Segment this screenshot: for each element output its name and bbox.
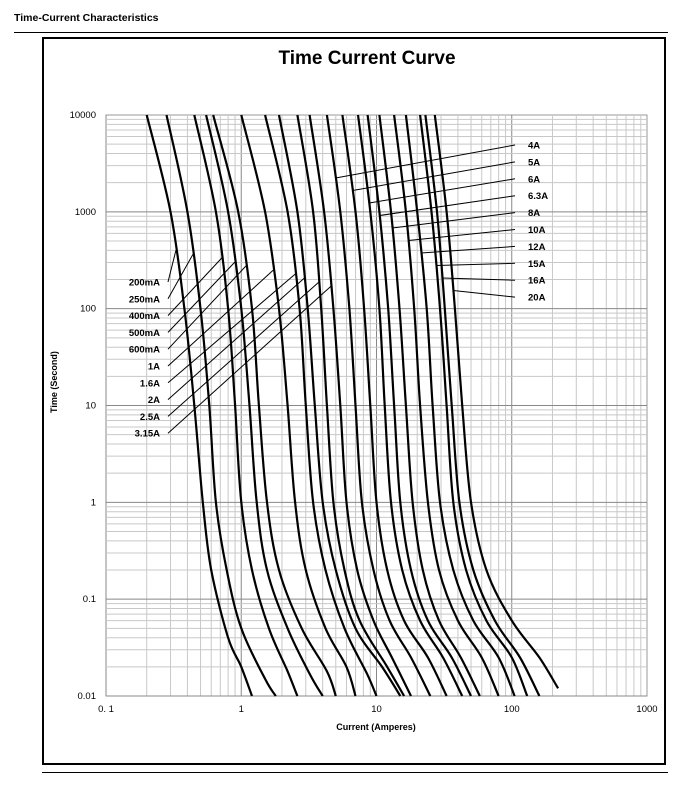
curve-2a xyxy=(277,114,402,697)
leader-line xyxy=(352,161,516,191)
leader-line xyxy=(167,253,194,300)
leader-line xyxy=(379,195,516,216)
leader-line xyxy=(335,144,516,179)
top-rule xyxy=(14,32,668,33)
leader-line xyxy=(167,277,305,400)
leader-line xyxy=(436,262,516,266)
series-label: 2.5A xyxy=(140,412,160,423)
x-tick-label: 1000 xyxy=(636,704,657,715)
tick-labels: 0. 1 1 10 100 1000 0.01 0.1 1 10 100 1000 10000 xyxy=(70,110,658,715)
series-labels: 200mA 250mA 400mA 500mA 600mA 1A 1.6A 2A 2.5A 3.1… xyxy=(129,141,548,440)
chart-title: Time Current Curve xyxy=(278,48,455,69)
curve-400ma xyxy=(193,114,299,697)
curve-8a xyxy=(378,114,481,697)
leader-line xyxy=(453,290,516,298)
series-label: 1.6A xyxy=(140,378,160,389)
y-tick-label: 10 xyxy=(85,401,96,412)
curve-3-15a xyxy=(308,114,412,697)
leader-line xyxy=(369,178,516,204)
x-tick-label: 1 xyxy=(239,704,244,715)
leader-line xyxy=(167,249,177,283)
series-label: 20A xyxy=(528,293,546,304)
curve-12a xyxy=(404,114,516,697)
series-label: 15A xyxy=(528,259,546,270)
series-label: 6.3A xyxy=(528,191,548,202)
curve-15a xyxy=(419,114,529,697)
curve-6a xyxy=(356,114,464,697)
series-label: 600mA xyxy=(129,345,160,356)
series-label: 250mA xyxy=(129,294,160,305)
section-title: Time-Current Characteristics xyxy=(14,12,159,24)
series-label: 3.15A xyxy=(135,429,160,440)
series-label: 200mA xyxy=(129,278,160,289)
series-label: 10A xyxy=(528,225,546,236)
series-label: 12A xyxy=(528,242,546,253)
y-tick-label: 1 xyxy=(91,497,96,508)
leader-line xyxy=(392,212,516,229)
curve-5a xyxy=(341,114,448,697)
series-label: 500mA xyxy=(129,328,160,339)
y-tick-label: 0.1 xyxy=(83,594,96,605)
leader-line xyxy=(167,281,320,417)
curve-1a xyxy=(240,114,357,697)
leader-line xyxy=(167,265,247,350)
curve-10a xyxy=(393,114,500,697)
curve-6-3a xyxy=(366,114,472,697)
x-axis-label: Current (Amperes) xyxy=(336,722,416,732)
series-label: 16A xyxy=(528,276,546,287)
y-tick-label: 10000 xyxy=(70,110,96,121)
leader-line xyxy=(421,245,516,254)
series-label: 5A xyxy=(528,157,540,168)
bottom-rule xyxy=(42,772,668,773)
y-tick-label: 100 xyxy=(80,304,96,315)
curve-200ma xyxy=(145,114,254,697)
curve-500ma xyxy=(205,114,324,697)
chart-grid xyxy=(105,114,648,697)
curve-16a xyxy=(424,114,541,697)
curve-4a xyxy=(325,114,432,697)
leader-line xyxy=(167,273,296,384)
y-tick-label: 0.01 xyxy=(78,691,97,702)
series-label: 4A xyxy=(528,141,540,152)
leader-line xyxy=(167,269,274,367)
leader-line xyxy=(167,257,223,316)
x-tick-label: 0. 1 xyxy=(98,704,114,715)
leader-line xyxy=(167,285,332,434)
curve-1-6a xyxy=(264,114,378,697)
curve-2-5a xyxy=(296,114,406,697)
chart-frame xyxy=(42,37,666,765)
series-label: 8A xyxy=(528,208,540,219)
y-tick-label: 1000 xyxy=(75,207,96,218)
series-label: 400mA xyxy=(129,311,160,322)
series-label: 6A xyxy=(528,174,540,185)
leader-line xyxy=(442,277,516,281)
fuse-curves xyxy=(145,114,560,697)
curve-20a xyxy=(433,114,560,689)
leader-line xyxy=(408,229,516,241)
curve-250ma xyxy=(165,114,277,697)
series-label: 1A xyxy=(148,362,160,373)
curve-600ma xyxy=(212,114,337,697)
y-axis-label: Time (Second) xyxy=(49,351,59,413)
leader-line xyxy=(167,261,236,333)
series-label: 2A xyxy=(148,395,160,406)
x-tick-label: 10 xyxy=(371,704,382,715)
x-tick-label: 100 xyxy=(504,704,520,715)
